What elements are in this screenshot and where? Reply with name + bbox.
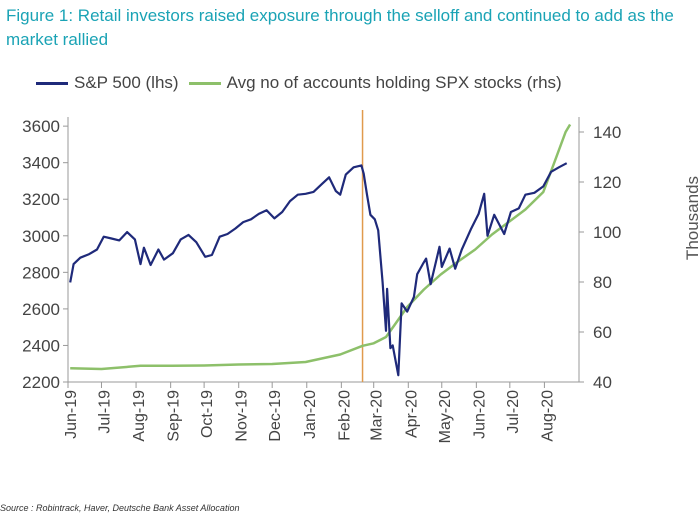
source-note: Source : Robintrack, Haver, Deutsche Ban… <box>0 503 240 513</box>
legend-item-accounts: Avg no of accounts holding SPX stocks (r… <box>188 73 562 93</box>
x-tick-label: Apr-20 <box>403 390 420 438</box>
x-tick-label: Oct-19 <box>199 390 216 438</box>
x-tick-label: Feb-20 <box>336 390 353 441</box>
legend-item-sp500: S&P 500 (lhs) <box>36 73 179 93</box>
x-tick-label: Jul-19 <box>96 390 113 434</box>
x-tick-label: Sep-19 <box>166 390 183 442</box>
x-tick-label: Jan-20 <box>302 390 319 439</box>
left-tick-label: 2400 <box>22 336 60 355</box>
right-tick-label: 40 <box>593 373 612 392</box>
left-tick-label: 2600 <box>22 300 60 319</box>
right-tick-label: 140 <box>593 123 621 142</box>
left-tick-label: 3400 <box>22 154 60 173</box>
x-tick-label: May-20 <box>437 390 454 443</box>
left-tick-label: 3000 <box>22 227 60 246</box>
right-axis-title: Thousands <box>683 176 700 260</box>
right-tick-label: 120 <box>593 173 621 192</box>
x-tick-label: Dec-19 <box>267 390 284 442</box>
legend-swatch-sp500 <box>36 81 68 85</box>
tick-labels: 2200 2400 2600 2800 3000 3200 3400 3600 40 60 80 10… <box>22 117 700 443</box>
x-tick-label: Jun-19 <box>63 390 80 439</box>
right-tick-label: 80 <box>593 273 612 292</box>
series-line-sp500 <box>69 162 568 377</box>
axes <box>63 117 584 388</box>
legend-label-sp500: S&P 500 (lhs) <box>74 73 179 92</box>
left-tick-label: 2200 <box>22 373 60 392</box>
right-tick-label: 60 <box>593 323 612 342</box>
x-tick-label: Mar-20 <box>369 390 386 441</box>
x-tick-label: Aug-20 <box>539 390 556 442</box>
legend-label-accounts: Avg no of accounts holding SPX stocks (r… <box>226 73 562 92</box>
left-tick-label: 3600 <box>22 117 60 136</box>
x-tick-label: Nov-19 <box>234 390 251 442</box>
x-tick-label: Jul-20 <box>505 390 522 434</box>
left-tick-label: 3200 <box>22 190 60 209</box>
legend-swatch-accounts <box>188 81 221 85</box>
left-tick-label: 2800 <box>22 263 60 282</box>
series-line-accounts <box>70 123 572 371</box>
x-tick-label: Jun-20 <box>471 390 488 439</box>
legend: S&P 500 (lhs) Avg no of accounts holding… <box>36 73 562 93</box>
right-tick-label: 100 <box>593 223 621 242</box>
x-tick-label: Aug-19 <box>131 390 148 442</box>
chart-title: Figure 1: Retail investors raised exposu… <box>6 6 674 49</box>
